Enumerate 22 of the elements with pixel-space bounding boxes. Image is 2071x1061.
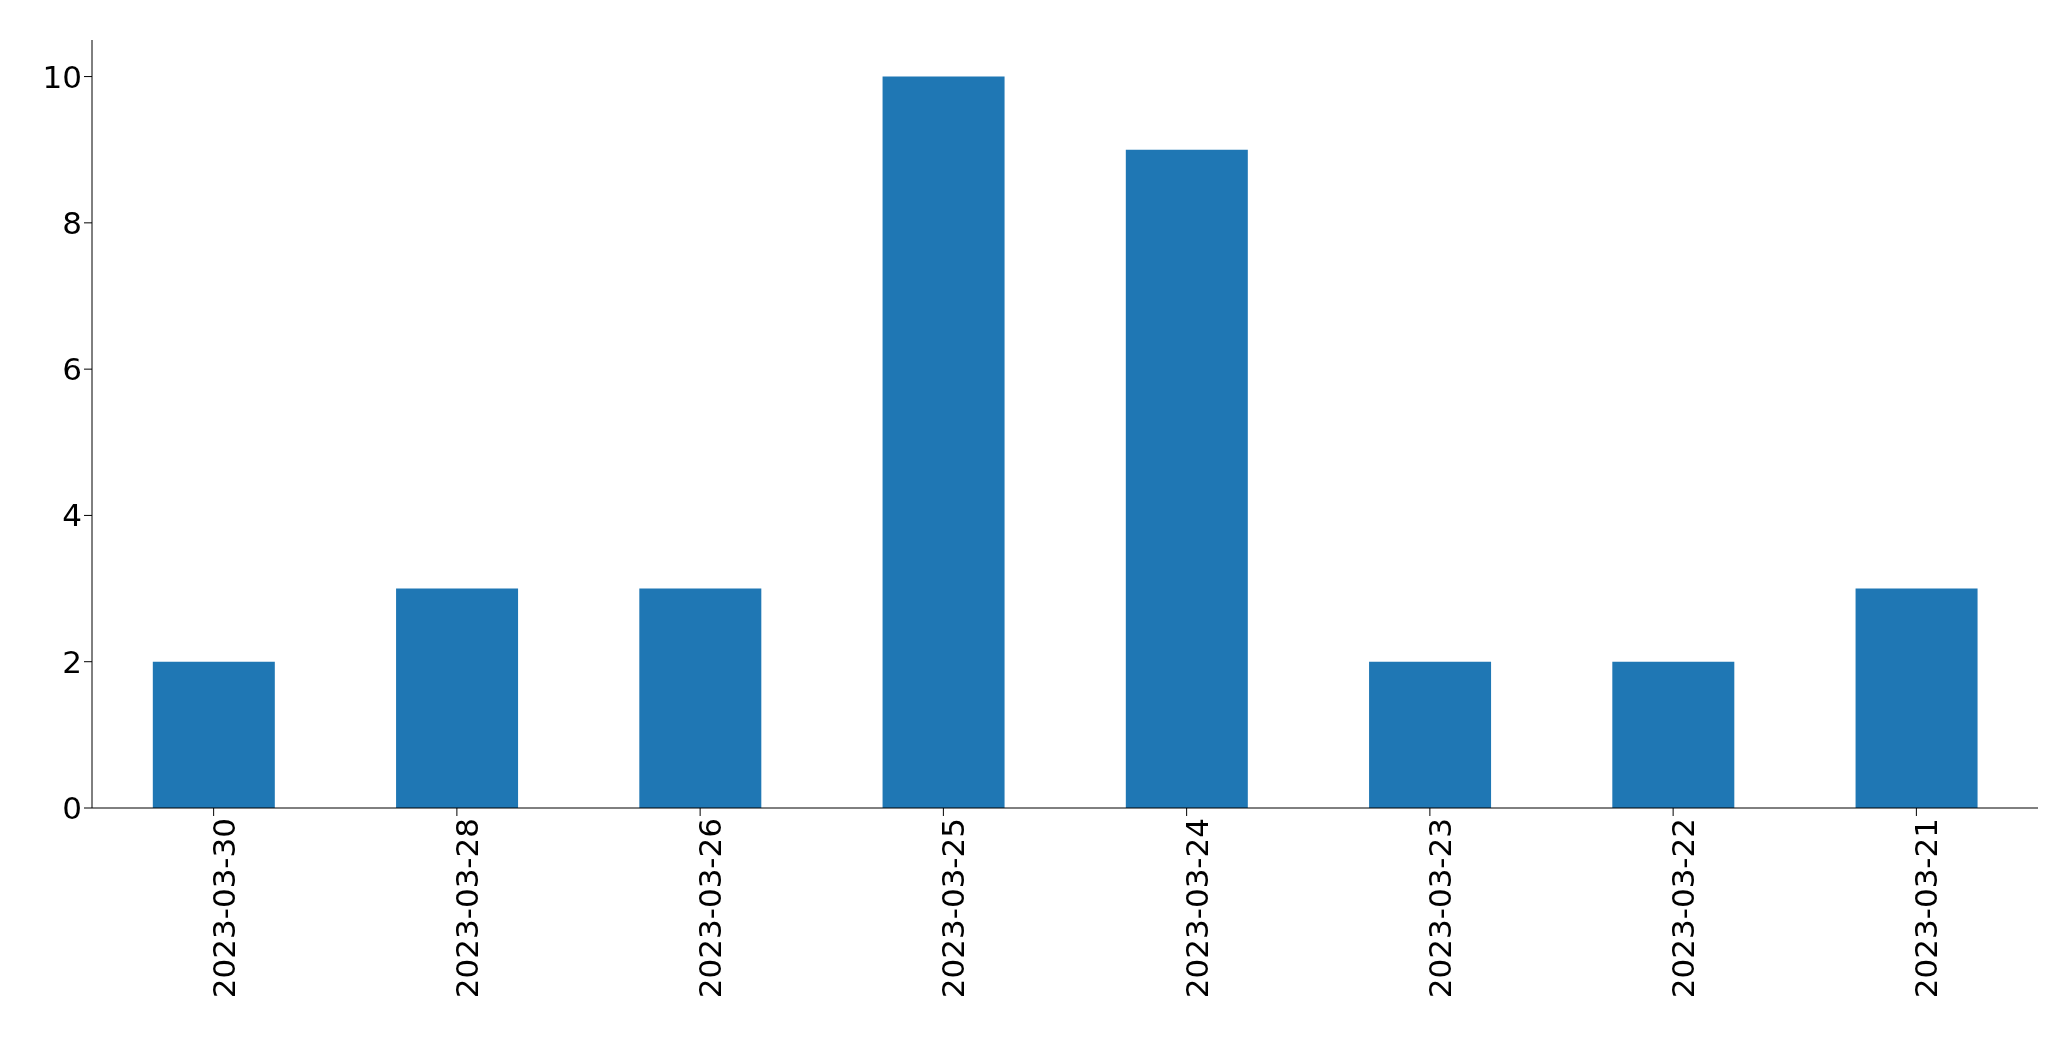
x-tick-label: 2023-03-23 [1421,818,1458,999]
bar [639,588,762,808]
x-tick-label: 2023-03-21 [1908,818,1945,999]
x-tick-label: 2023-03-30 [205,818,242,999]
y-tick-label: 8 [62,204,82,241]
bar [1125,149,1248,808]
bar [1612,661,1735,808]
x-tick-label: 2023-03-28 [448,818,485,999]
y-tick-label: 10 [42,58,82,95]
bar [882,76,1005,808]
bar [1369,661,1492,808]
x-tick-label: 2023-03-24 [1178,818,1215,999]
y-tick-label: 4 [62,497,82,534]
bar [1855,588,1978,808]
y-tick-label: 2 [62,643,82,680]
y-tick-label: 6 [62,351,82,388]
y-tick-label: 0 [62,790,82,827]
x-tick-label: 2023-03-25 [935,818,972,999]
bar [152,661,275,808]
bar [396,588,519,808]
x-tick-label: 2023-03-22 [1665,818,1702,999]
x-tick-label: 2023-03-26 [692,818,729,999]
